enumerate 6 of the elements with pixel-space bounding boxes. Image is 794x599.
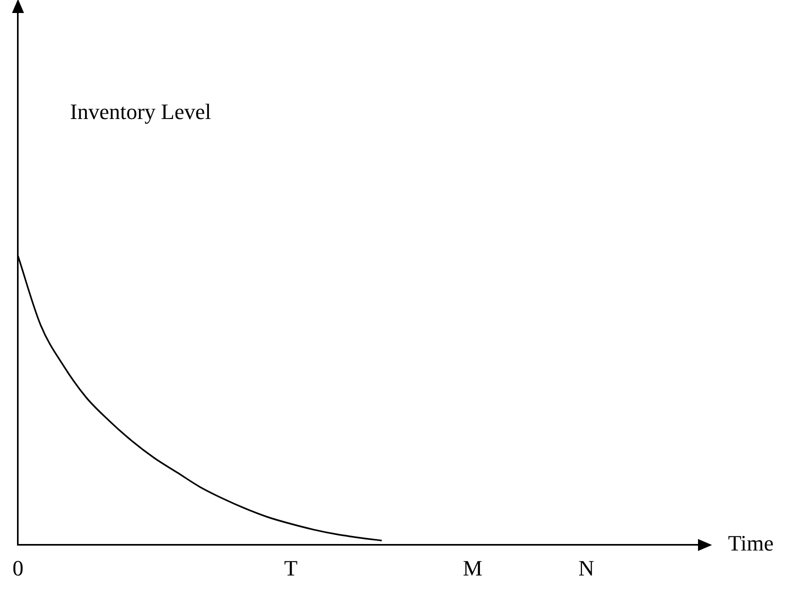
x-tick-label: 0 [12,556,24,581]
x-axis-title: Time [728,530,774,556]
x-tick-label: N [578,556,594,581]
text: Inventory Level [70,98,212,124]
x-tick-label: M [462,556,482,581]
x-tick-label: T [284,556,298,581]
